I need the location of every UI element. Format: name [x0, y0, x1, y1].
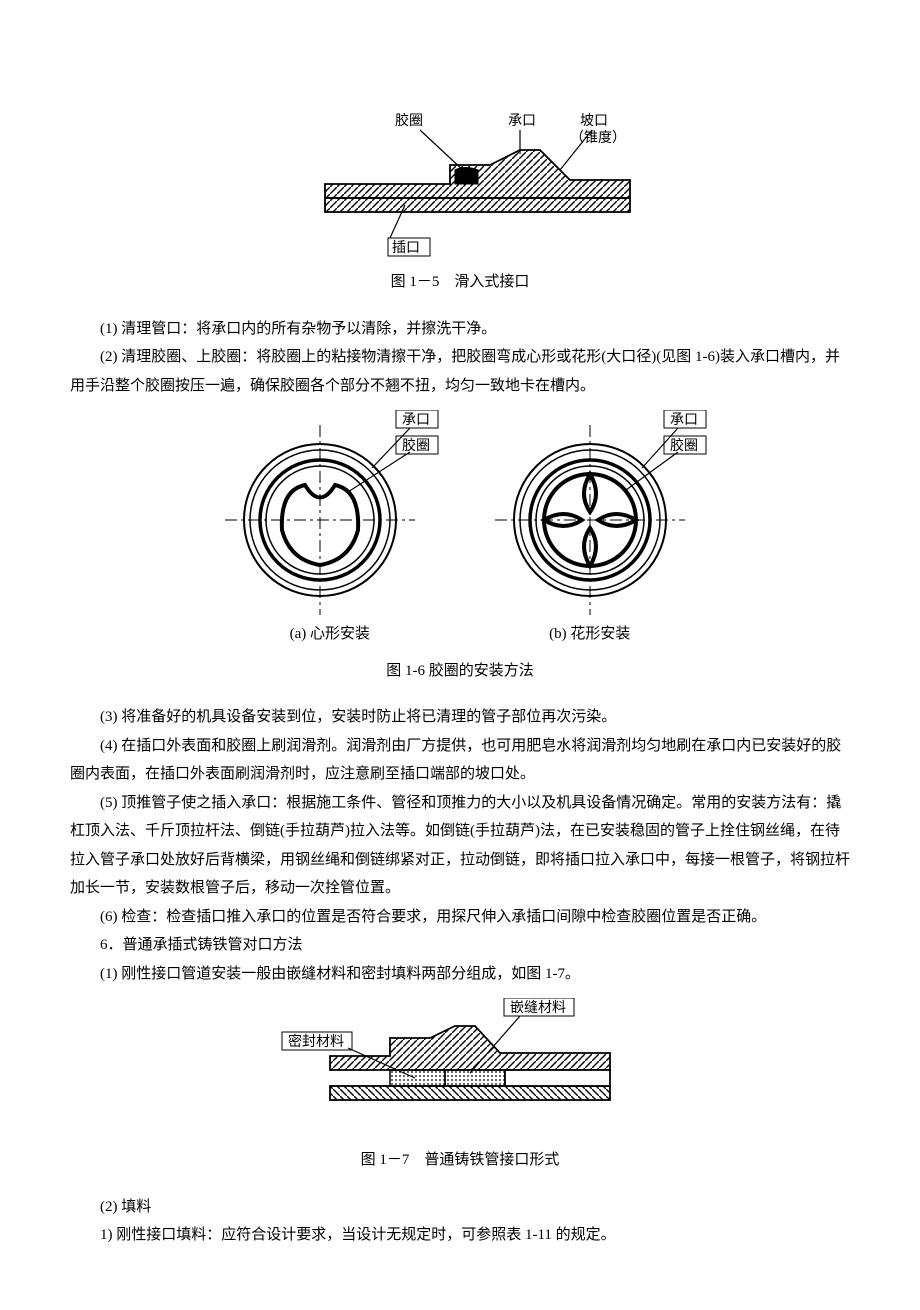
para-8: (1) 刚性接口管道安装一般由嵌缝材料和密封填料两部分组成，如图 1-7。 [70, 960, 850, 989]
figure-1-5: 胶圈 承口 坡口 （锥度） 插口 [70, 110, 850, 260]
fig1-6-caption: 图 1-6 胶圈的安装方法 [70, 657, 850, 686]
fig1-6-sub-a: (a) 心形安装 [290, 620, 370, 649]
fig1-7-caption: 图 1－7 普通铸铁管接口形式 [70, 1146, 850, 1175]
label-chengkou: 承口 [508, 112, 536, 128]
para-5: (5) 顶推管子使之插入承口：根据施工条件、管径和顶推力的大小以及机具设备情况确… [70, 789, 850, 903]
label-qianfeng: 嵌缝材料 [510, 999, 566, 1015]
para-4: (4) 在插口外表面和胶圈上刷润滑剂。润滑剂由厂方提供，也可用肥皂水将润滑剂均匀… [70, 732, 850, 789]
fig1-6b-jiaoquan: 胶圈 [670, 437, 698, 453]
para-6: (6) 检查：检查插口推入承口的位置是否符合要求，用探尺伸入承插口间隙中检查胶圈… [70, 903, 850, 932]
fig1-6a-jiaoquan: 胶圈 [402, 437, 430, 453]
label-pokou: 坡口 [580, 112, 608, 128]
fig1-6-sub-b: (b) 花形安装 [549, 620, 630, 649]
label-jiaoquan: 胶圈 [395, 112, 423, 128]
fig1-6b-chengkou: 承口 [670, 411, 698, 427]
para-2: (2) 清理胶圈、上胶圈：将胶圈上的粘接物清擦干净，把胶圈弯成心形或花形(大口径… [70, 343, 850, 400]
label-mifeng: 密封材料 [288, 1033, 344, 1049]
label-chakou: 插口 [392, 239, 420, 255]
para-9: (2) 填料 [70, 1193, 850, 1222]
para-1: (1) 清理管口：将承口内的所有杂物予以清除，并擦洗干净。 [70, 315, 850, 344]
fig1-5-svg: 胶圈 承口 坡口 （锥度） 插口 [260, 110, 660, 260]
fig1-6-svg: 承口 胶圈 承口 胶圈 [200, 410, 720, 620]
figure-1-6: 承口 胶圈 承口 胶圈 (a) 心形安装 (b) 花形安装 [70, 410, 850, 649]
fig1-6a-chengkou: 承口 [402, 411, 430, 427]
figure-1-7: 嵌缝材料 密封材料 [70, 998, 850, 1138]
para-3: (3) 将准备好的机具设备安装到位，安装时防止将已清理的管子部位再次污染。 [70, 703, 850, 732]
fig1-5-caption: 图 1－5 滑入式接口 [70, 268, 850, 297]
fig1-7-svg: 嵌缝材料 密封材料 [270, 998, 650, 1138]
para-7: 6．普通承插式铸铁管对口方法 [70, 931, 850, 960]
para-10: 1) 刚性接口填料：应符合设计要求，当设计无规定时，可参照表 1-11 的规定。 [70, 1221, 850, 1250]
label-zhuidu: （锥度） [570, 129, 626, 145]
